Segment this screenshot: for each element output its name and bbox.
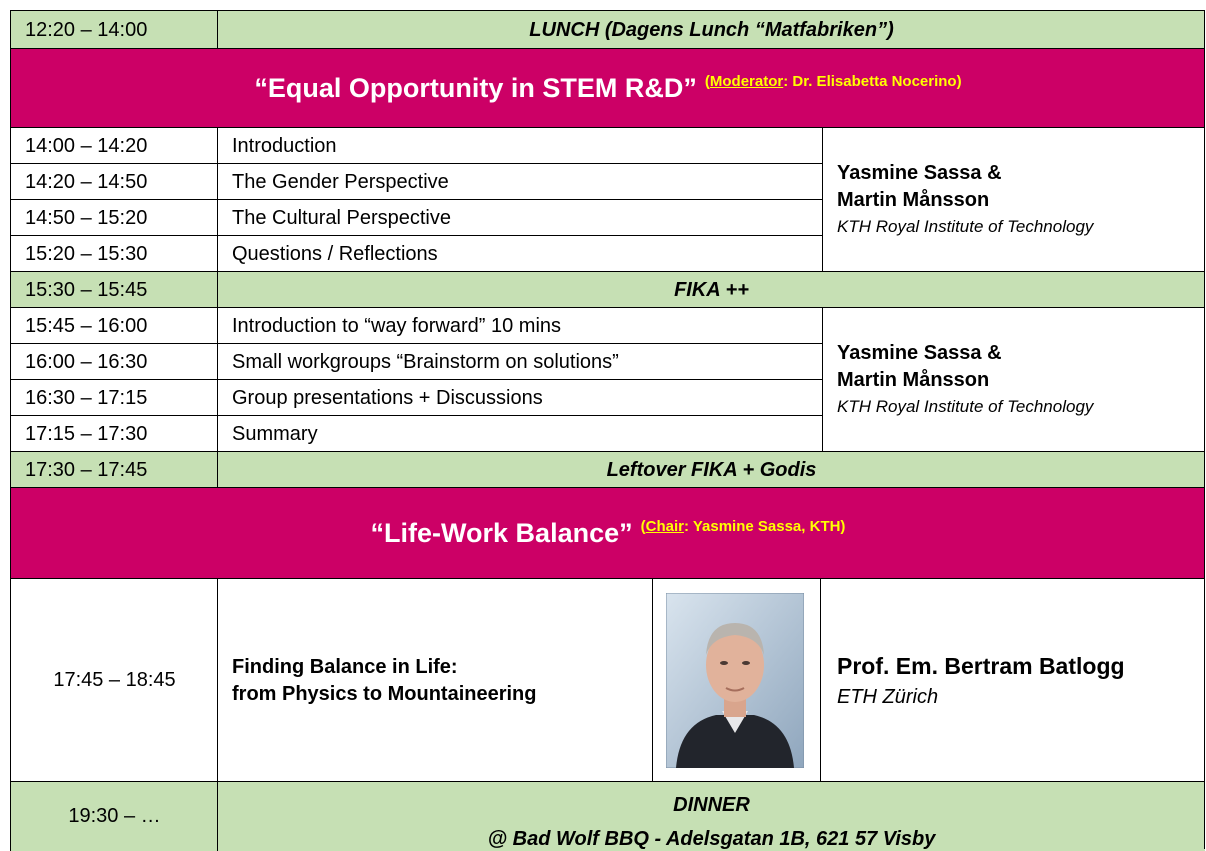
topic: The Cultural Perspective (217, 199, 823, 236)
time: 19:30 – … (10, 781, 218, 851)
affiliation: KTH Royal Institute of Technology (837, 217, 1094, 236)
dinner: DINNER @ Bad Wolf BBQ - Adelsgatan 1B, 6… (217, 781, 1205, 851)
speaker-cell: Prof. Em. Bertram Batlogg ETH Zürich (820, 578, 1205, 782)
affiliation: ETH Zürich (837, 685, 939, 708)
time: 12:20 – 14:00 (10, 10, 218, 49)
speaker: Prof. Em. Bertram Batlogg (837, 652, 1125, 679)
time: 14:50 – 15:20 (10, 199, 218, 236)
paren: ( (704, 73, 710, 90)
topic: Group presentations + Discussions (217, 379, 823, 416)
talk-title: from Physics to Mountaineering (232, 682, 537, 705)
chair-name: : Yasmine Sassa, KTH) (683, 518, 846, 535)
lunch: LUNCH (Dagens Lunch “Matfabriken”) (217, 10, 1205, 49)
time: 17:45 – 18:45 (10, 578, 218, 782)
photo-cell (652, 578, 821, 782)
topic: Introduction to “way forward” 10 mins (217, 307, 823, 344)
time: 15:20 – 15:30 (10, 235, 218, 272)
topic: Introduction (217, 127, 823, 164)
talk-cell: Finding Balance in Life: from Physics to… (217, 578, 653, 782)
session-header: “Equal Opportunity in STEM R&D” (Moderat… (10, 48, 1205, 128)
time: 16:00 – 16:30 (10, 343, 218, 380)
time: 15:30 – 15:45 (10, 271, 218, 308)
break: FIKA ++ (217, 271, 1205, 308)
chair: (Chair: Yasmine Sassa, KTH) (641, 518, 846, 535)
break: Leftover FIKA + Godis (217, 451, 1205, 488)
time: 15:45 – 16:00 (10, 307, 218, 344)
topic: Summary (217, 415, 823, 452)
speaker: Yasmine Sassa & (837, 342, 1002, 364)
time: 17:30 – 17:45 (10, 451, 218, 488)
dinner-place: @ Bad Wolf BBQ - Adelsgatan 1B, 621 57 V… (487, 828, 936, 850)
speaker-cell: Yasmine Sassa & Martin Månsson KTH Royal… (822, 307, 1205, 452)
speaker: Martin Månsson (837, 369, 990, 391)
affiliation: KTH Royal Institute of Technology (837, 397, 1094, 416)
session-title: “Equal Opportunity in STEM R&D” (254, 73, 697, 103)
talk-title: Finding Balance in Life: (232, 655, 458, 678)
speaker-cell: Yasmine Sassa & Martin Månsson KTH Royal… (822, 127, 1205, 272)
time: 17:15 – 17:30 (10, 415, 218, 452)
topic: Small workgroups “Brainstorm on solution… (217, 343, 823, 380)
role: Moderator (709, 73, 784, 90)
speaker: Yasmine Sassa & (837, 162, 1002, 184)
topic: The Gender Perspective (217, 163, 823, 200)
topic: Questions / Reflections (217, 235, 823, 272)
speaker: Martin Månsson (837, 189, 990, 211)
table-edge (1204, 10, 1205, 849)
role: Chair (645, 518, 684, 535)
speaker-photo (666, 593, 804, 768)
paren: ( (640, 518, 646, 535)
time: 16:30 – 17:15 (10, 379, 218, 416)
time: 14:20 – 14:50 (10, 163, 218, 200)
time: 14:00 – 14:20 (10, 127, 218, 164)
moderator: (Moderator: Dr. Elisabetta Nocerino) (705, 73, 962, 90)
moderator-name: : Dr. Elisabetta Nocerino) (783, 73, 962, 90)
session-header: “Life-Work Balance” (Chair: Yasmine Sass… (10, 487, 1205, 579)
dinner-title: DINNER (673, 794, 750, 816)
session-title: “Life-Work Balance” (370, 518, 633, 548)
